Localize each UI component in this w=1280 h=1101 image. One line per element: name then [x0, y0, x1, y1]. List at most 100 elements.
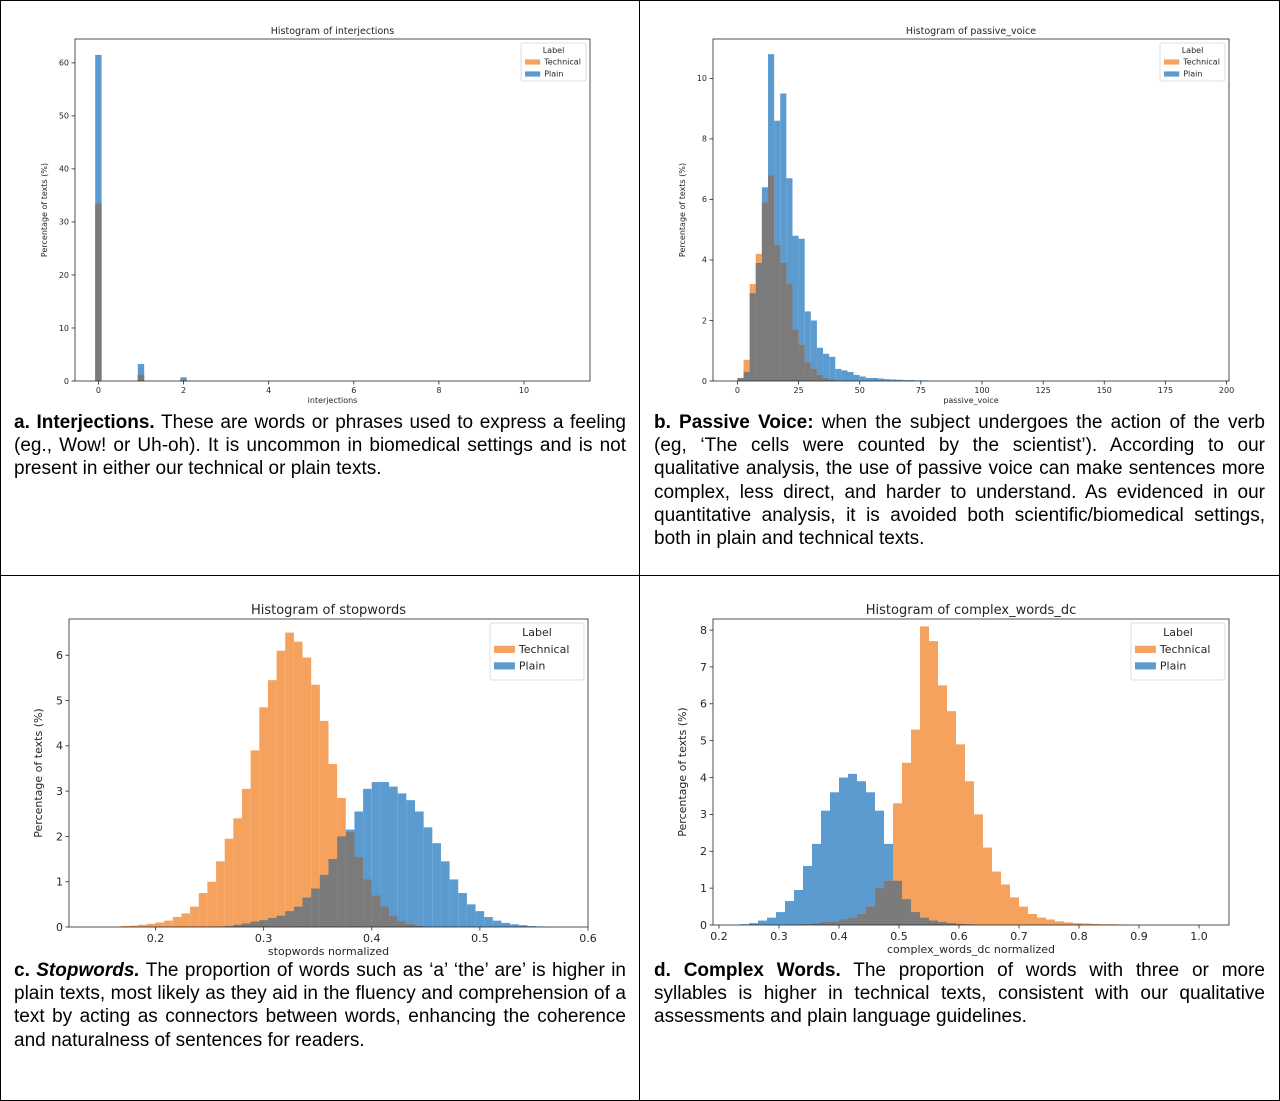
x-axis-label: stopwords normalized: [268, 945, 389, 958]
bar-technical: [965, 781, 974, 925]
y-tick-label: 5: [56, 694, 63, 707]
y-tick-label: 3: [56, 785, 63, 798]
y-tick-label: 6: [56, 649, 63, 662]
bar-overlap: [267, 917, 277, 927]
bar-overlap: [761, 202, 769, 381]
bar-overlap: [902, 899, 911, 925]
legend-swatch-plain: [1135, 662, 1156, 670]
bar-technical: [319, 720, 329, 927]
bar-plain: [758, 920, 767, 925]
y-axis-label: Percentage of texts (%): [678, 163, 687, 257]
y-tick-label: 10: [697, 74, 707, 83]
bar-plain: [830, 792, 839, 925]
panel-c: Histogram of stopwords 0.2 0.3 0.4 0.5 0.6 0 1 2…: [0, 576, 639, 1100]
bar-overlap: [839, 919, 848, 925]
y-tick-label: 0: [56, 921, 63, 934]
y-tick-label: 2: [56, 830, 63, 843]
caption-b: b. Passive Voice: when the subject under…: [654, 411, 1265, 550]
bar-technical: [920, 626, 929, 925]
bar-plain: [848, 773, 857, 925]
x-tick-label: 0.3: [255, 932, 273, 945]
bar-technical: [181, 913, 191, 927]
bar-technical: [138, 924, 147, 927]
bar-technical: [938, 685, 947, 925]
bar-plain: [389, 786, 398, 927]
bar-overlap: [311, 888, 320, 927]
bar-overlap: [743, 371, 750, 381]
legend-swatch-technical: [494, 645, 515, 653]
x-tick-label: 0.3: [770, 930, 788, 943]
bar-overlap: [259, 920, 268, 927]
x-tick-label: 4: [266, 386, 271, 395]
legend-title: Label: [1182, 46, 1204, 55]
legend-label-technical: Technical: [1159, 643, 1211, 656]
bar-plain: [415, 811, 424, 927]
bar-overlap: [397, 921, 407, 927]
x-tick-label: 0.7: [1010, 930, 1028, 943]
bar-technical: [302, 657, 312, 927]
bar-technical: [947, 711, 956, 925]
legend-label-plain: Plain: [544, 70, 563, 79]
bar-plain: [440, 861, 450, 927]
bar-technical: [285, 632, 294, 927]
bar-plain: [518, 925, 528, 927]
caption-c-head-italic: Stopwords.: [36, 960, 140, 981]
bar-plain: [458, 893, 467, 927]
bar-plain: [812, 843, 821, 925]
legend-title: Label: [1163, 626, 1193, 639]
x-tick-label: 0.9: [1130, 930, 1148, 943]
y-tick-label: 6: [700, 698, 707, 711]
chart-title: Histogram of stopwords: [251, 603, 406, 618]
bar-technical: [983, 847, 992, 925]
border-left: [0, 0, 1, 1101]
caption-c-head: c.: [14, 960, 37, 981]
bar-technical: [974, 814, 983, 925]
bar-overlap: [319, 874, 329, 927]
y-tick-label: 3: [700, 808, 707, 821]
caption-d-body: The proportion of words with three or mo…: [654, 960, 1265, 1028]
bar-technical: [259, 707, 268, 927]
legend-swatch-plain: [494, 662, 515, 670]
bar-technical: [1073, 923, 1082, 925]
x-tick-label: 0.5: [890, 930, 908, 943]
bar-plain: [835, 368, 842, 381]
bar-overlap: [938, 922, 947, 925]
bar-plain: [363, 788, 372, 927]
bar-technical: [929, 641, 938, 925]
x-tick-label: 0.4: [363, 932, 381, 945]
bar-technical: [1010, 897, 1019, 925]
bar-overlap: [920, 917, 929, 925]
bar-technical: [267, 680, 277, 927]
bar-overlap: [749, 293, 756, 381]
legend-swatch-technical: [525, 59, 541, 65]
y-tick-label: 8: [700, 624, 707, 637]
bar-technical: [164, 920, 173, 927]
x-tick-label: 0.2: [710, 930, 728, 943]
divider-horizontal: [0, 575, 1280, 576]
bar-overlap: [848, 917, 857, 925]
bar-overlap: [829, 379, 836, 381]
bar-overlap: [755, 262, 762, 381]
bar-technical: [956, 744, 965, 925]
bar-plain: [492, 920, 502, 927]
panel-b: Histogram of passive_voice 0 25 50 75 100 125 1…: [640, 0, 1279, 575]
bar-overlap: [389, 915, 398, 927]
bar-plain: [794, 889, 803, 925]
y-axis-label: Percentage of texts (%): [32, 708, 45, 837]
legend-swatch-plain: [1164, 71, 1180, 77]
bar-technical: [1019, 906, 1028, 925]
bar-technical: [172, 917, 182, 927]
bar-plain: [896, 379, 903, 381]
bar-overlap: [893, 880, 902, 925]
bar-overlap: [242, 923, 251, 927]
x-tick-label: 0: [96, 386, 101, 395]
bar-overlap: [821, 922, 830, 925]
caption-b-head: b. Passive Voice:: [654, 412, 814, 433]
bar-plain: [884, 379, 891, 381]
bar-technical: [311, 684, 320, 927]
bar-overlap: [803, 923, 812, 925]
y-tick-label: 4: [56, 740, 63, 753]
bar-technical: [1064, 922, 1073, 925]
bar-plain: [865, 377, 872, 381]
x-tick-label: 0.8: [1070, 930, 1088, 943]
